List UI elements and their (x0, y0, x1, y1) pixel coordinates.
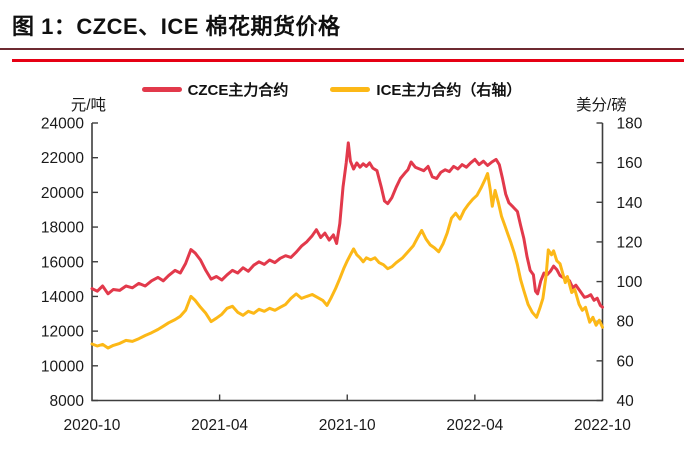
right-axis-tick-label: 120 (617, 234, 643, 251)
left-axis-tick-label: 12000 (41, 324, 84, 341)
left-axis-tick-label: 18000 (41, 220, 84, 237)
x-axis-tick-label: 2021-04 (191, 417, 248, 434)
right-axis-tick-label: 100 (617, 274, 643, 291)
legend-item-ice: ICE主力合约（右轴） (330, 79, 521, 100)
left-axis-tick-label: 8000 (50, 393, 85, 410)
left-axis-tick-label: 24000 (41, 116, 84, 133)
right-axis-unit-label: 美分/磅 (576, 96, 627, 114)
left-axis-tick-label: 10000 (41, 358, 84, 375)
figure-title: 图 1：CZCE、ICE 棉花期货价格 (12, 14, 341, 39)
ice-line-swatch (330, 87, 371, 92)
right-axis-tick-label: 180 (617, 116, 643, 133)
right-axis-tick-label: 80 (617, 314, 635, 331)
x-axis-tick-label: 2022-04 (446, 417, 503, 434)
x-axis-tick-label: 2022-10 (574, 417, 631, 434)
right-axis-tick-label: 160 (617, 155, 643, 172)
left-axis-unit-label: 元/吨 (71, 96, 106, 114)
left-axis-tick-label: 20000 (41, 185, 84, 202)
title-underline-thin (0, 48, 684, 50)
left-axis-tick-label: 16000 (41, 254, 84, 271)
czce-line-swatch (141, 87, 182, 92)
right-axis-tick-label: 60 (617, 353, 635, 370)
legend-item-czce: CZCE主力合约 (141, 79, 289, 100)
legend-label-ice: ICE主力合约（右轴） (376, 82, 522, 99)
title-underline-red (12, 59, 684, 62)
legend-label-czce: CZCE主力合约 (187, 82, 289, 99)
ice-price-line (90, 172, 604, 350)
chart-legend: CZCE主力合约 ICE主力合约（右轴） (76, 79, 587, 100)
left-axis-tick-label: 14000 (41, 289, 84, 306)
x-axis-tick-label: 2020-10 (64, 417, 121, 434)
x-axis-tick-label: 2021-10 (319, 417, 376, 434)
czce-price-line (90, 141, 604, 309)
right-axis-tick-label: 140 (617, 195, 643, 212)
left-axis-tick-label: 22000 (41, 150, 84, 167)
right-axis-tick-label: 40 (617, 393, 635, 410)
